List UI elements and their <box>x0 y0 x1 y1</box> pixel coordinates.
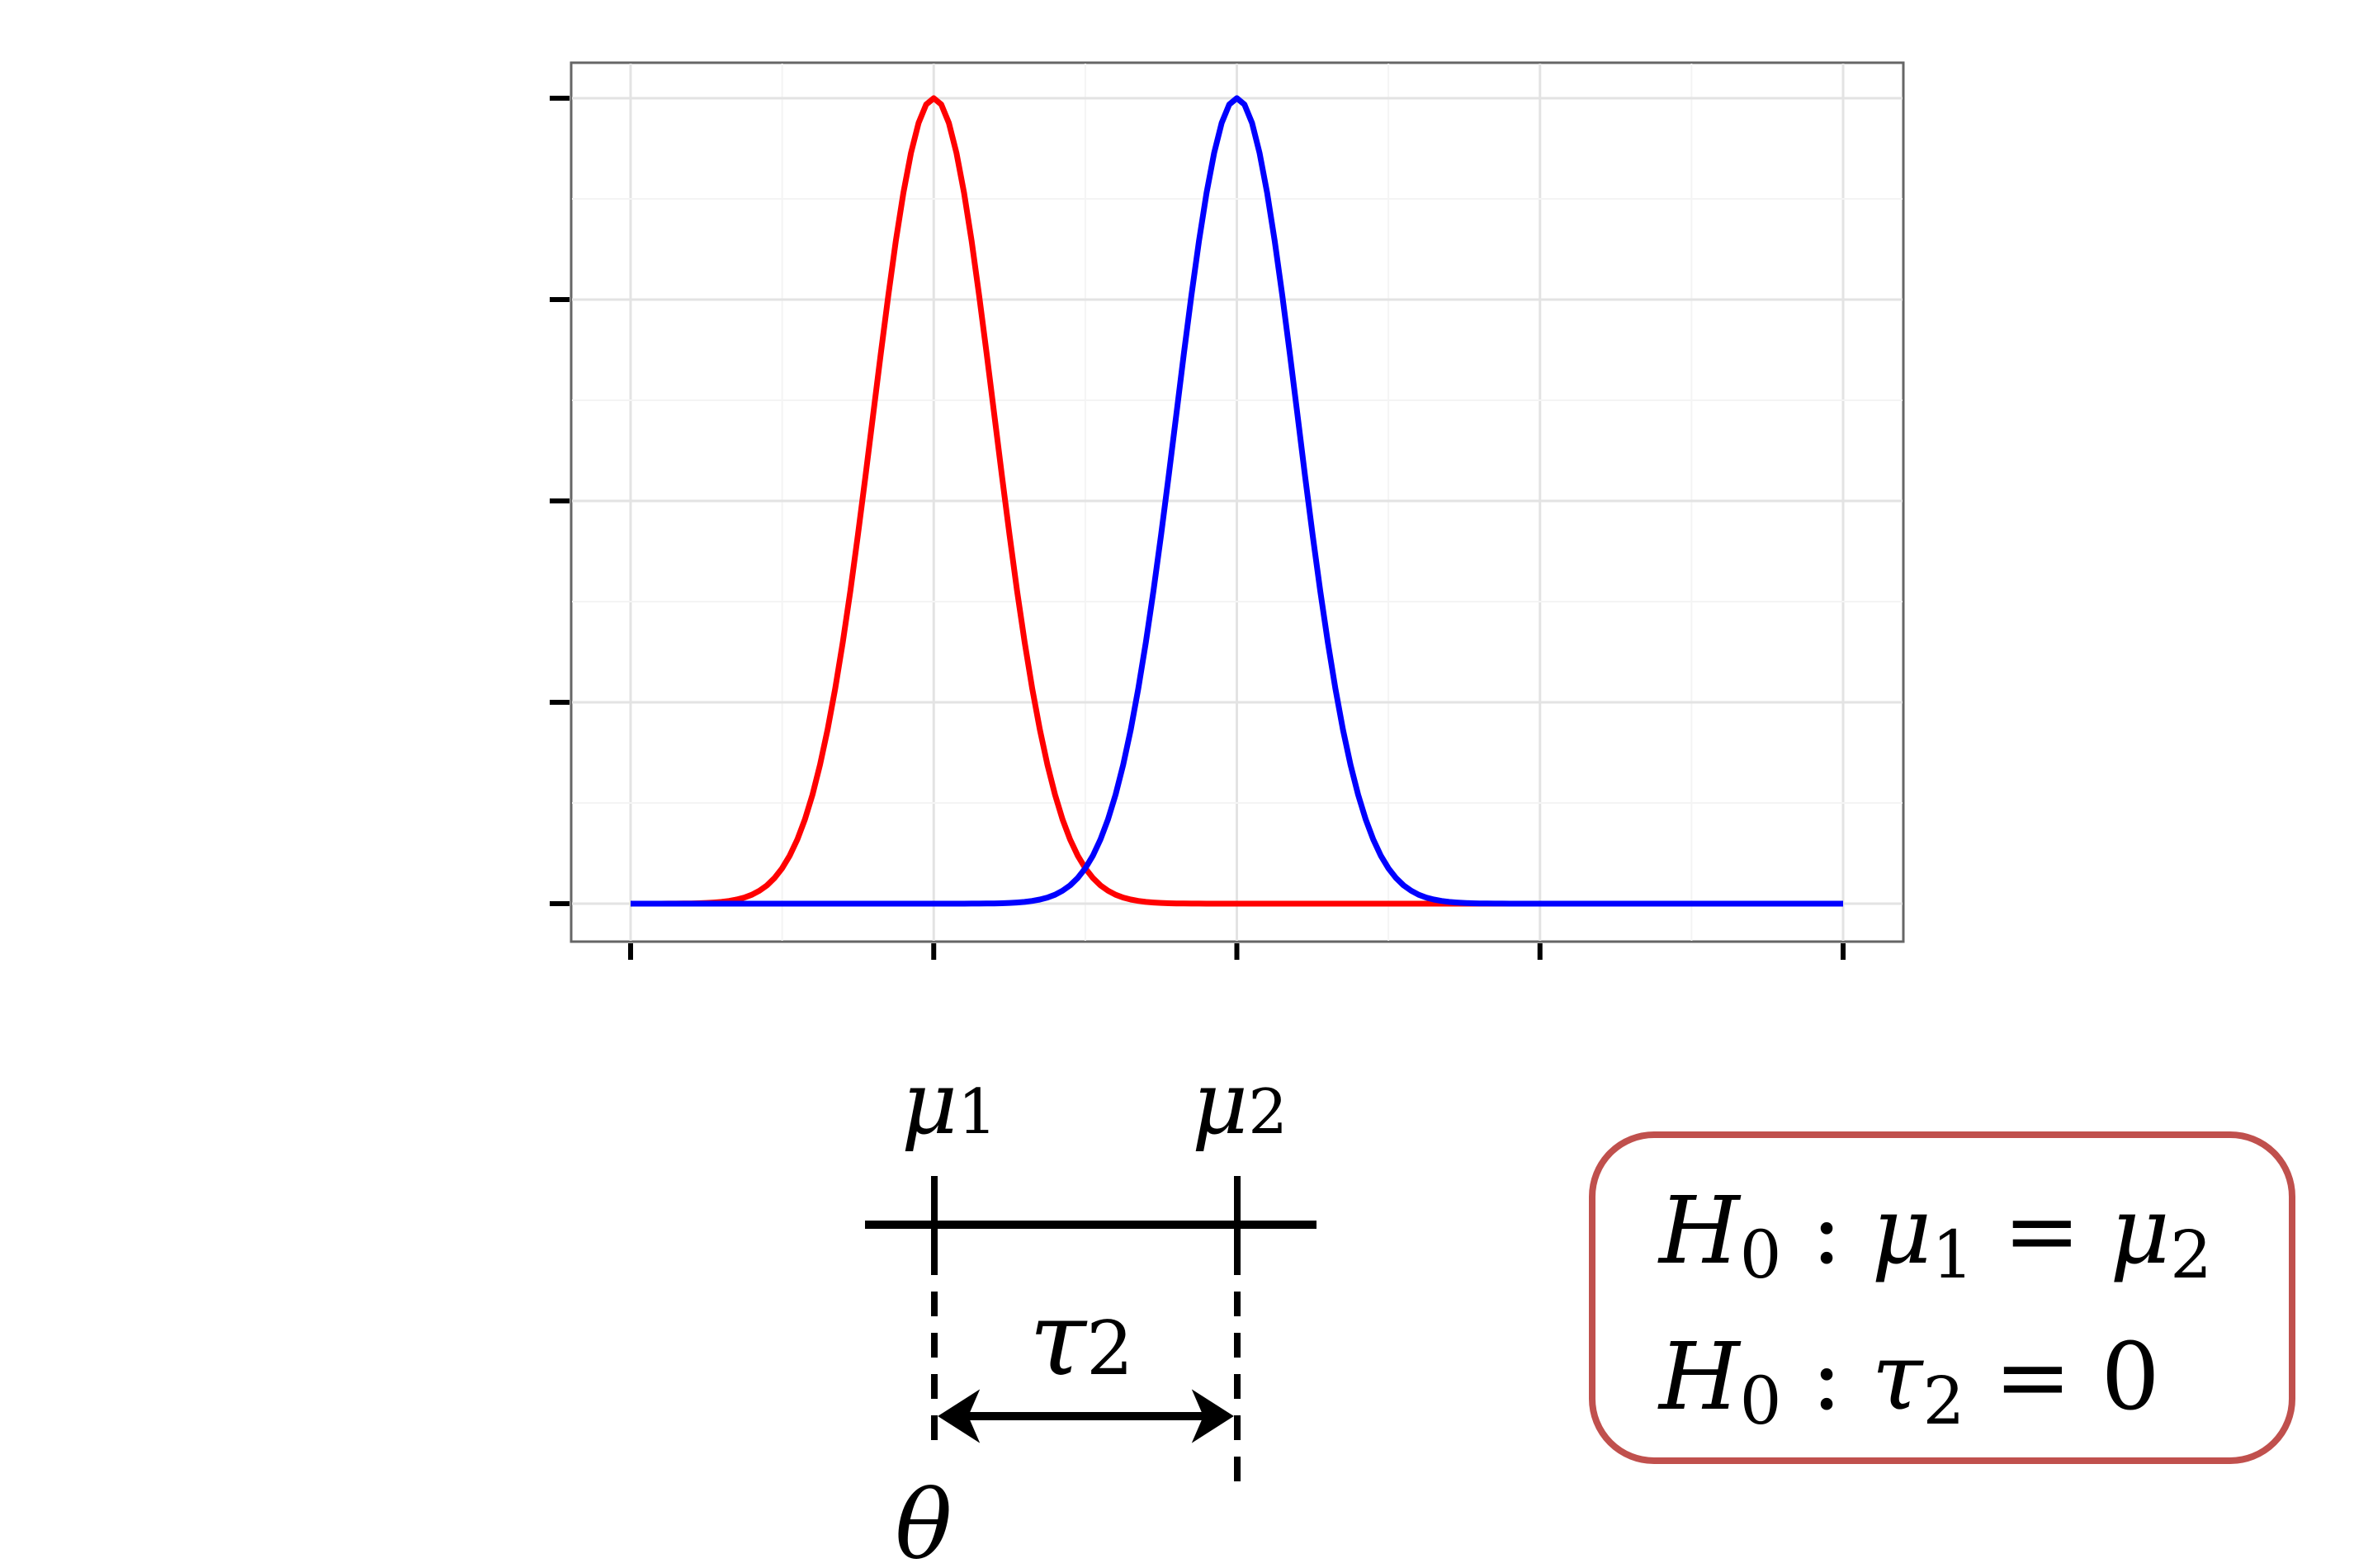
density-curve-2 <box>631 95 1843 907</box>
double-arrow <box>938 1389 1234 1443</box>
mu2-label: μ2 <box>1192 1053 1288 1154</box>
density-plot <box>550 61 1905 960</box>
axis-ticks <box>550 96 1846 960</box>
hypothesis-2: H0 : τ2 = 0 <box>1657 1324 2160 1439</box>
curves <box>631 95 1843 907</box>
theta-label: θ <box>895 1471 952 1568</box>
mean-diagram: μ1 μ2 τ2 θ <box>865 1053 1316 1568</box>
hypothesis-box: H0 : μ1 = μ2 H0 : τ2 = 0 <box>1589 1131 2295 1464</box>
hypothesis-1: H0 : μ1 = μ2 <box>1657 1178 2212 1293</box>
tau2-label: τ2 <box>1029 1279 1133 1399</box>
mu1-label: μ1 <box>901 1053 997 1154</box>
